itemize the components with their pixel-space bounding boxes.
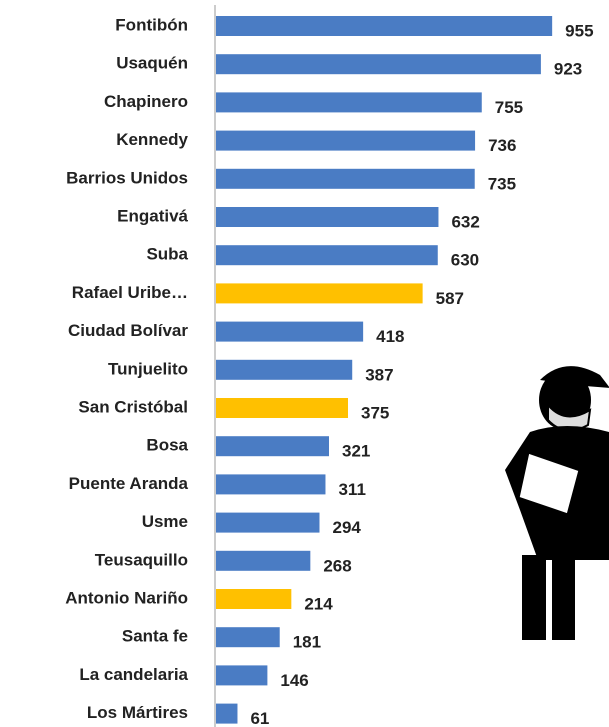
value-label: 736 <box>488 136 516 155</box>
bar <box>216 512 320 533</box>
value-label: 923 <box>554 60 582 79</box>
value-label: 214 <box>304 594 333 613</box>
y-tick-label: La candelaria <box>79 665 188 684</box>
y-tick-label: Fontibón <box>115 15 188 34</box>
value-label: 632 <box>451 212 479 231</box>
bar <box>216 359 353 380</box>
y-tick-label: Santa fe <box>122 627 188 646</box>
y-tick-label: Los Mártires <box>87 703 188 722</box>
y-tick-label: Rafael Uribe… <box>72 283 188 302</box>
value-label: 294 <box>332 518 361 537</box>
value-label: 181 <box>293 633 321 652</box>
value-label: 418 <box>376 327 404 346</box>
y-tick-label: Usme <box>142 512 188 531</box>
bar <box>216 703 238 724</box>
y-tick-label: Kennedy <box>116 130 188 149</box>
bar <box>216 627 280 648</box>
bar <box>216 16 553 36</box>
value-label: 321 <box>342 442 370 461</box>
person-icon <box>505 366 609 640</box>
value-label: 630 <box>451 251 479 270</box>
value-label: 268 <box>323 556 351 575</box>
bar <box>216 589 292 609</box>
value-label: 755 <box>495 98 523 117</box>
value-label: 375 <box>361 403 389 422</box>
bar <box>216 130 476 151</box>
y-tick-label: Chapinero <box>104 92 188 111</box>
y-tick-label: Engativá <box>117 206 188 225</box>
bar <box>216 474 326 495</box>
y-tick-label: Teusaquillo <box>95 550 188 569</box>
value-label: 587 <box>436 289 464 308</box>
y-tick-label: Puente Aranda <box>69 474 189 493</box>
y-tick-label: Tunjuelito <box>108 359 188 378</box>
y-tick-label: Usaquén <box>116 54 188 73</box>
value-label: 735 <box>488 174 516 193</box>
bar <box>216 54 541 75</box>
y-tick-label: Ciudad Bolívar <box>68 321 188 340</box>
y-tick-label: Suba <box>146 245 188 264</box>
bar <box>216 398 348 418</box>
bar <box>216 436 329 457</box>
value-label: 311 <box>338 480 365 499</box>
bar <box>216 168 475 189</box>
bar <box>216 245 438 266</box>
bar <box>216 321 364 342</box>
y-tick-label: San Cristóbal <box>78 397 188 416</box>
y-tick-label: Bosa <box>146 436 188 455</box>
value-label: 387 <box>365 365 393 384</box>
y-tick-label: Antonio Nariño <box>65 588 188 607</box>
bar <box>216 665 268 686</box>
bar <box>216 550 311 571</box>
y-tick-label: Barrios Unidos <box>66 168 188 187</box>
bar <box>216 207 439 227</box>
bar <box>216 283 423 304</box>
bar <box>216 92 482 113</box>
value-label: 146 <box>280 671 308 690</box>
value-label: 955 <box>565 21 593 40</box>
value-label: 61 <box>250 709 269 727</box>
